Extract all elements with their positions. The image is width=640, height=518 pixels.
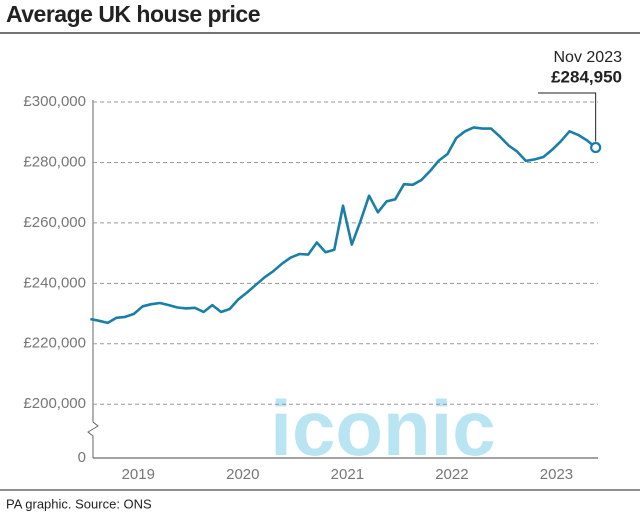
y-tick-label: £260,000 [23, 214, 86, 231]
x-tick-label: 2019 [122, 466, 155, 483]
last-point [590, 141, 602, 154]
chart-title: Average UK house price [6, 1, 260, 27]
watermark: iconic [270, 384, 495, 472]
annotation-date: Nov 2023 [554, 49, 623, 66]
y-tick-label: £220,000 [23, 335, 86, 352]
axis-break [87, 100, 99, 458]
y-tick-label: £280,000 [23, 153, 86, 170]
series-line [90, 126, 597, 325]
x-tick-label: 2020 [226, 466, 259, 483]
x-tick-label: 2022 [435, 466, 468, 483]
leader-line [538, 92, 597, 142]
y-tick-label: £240,000 [23, 274, 86, 291]
annotation-value: £284,950 [551, 67, 622, 86]
x-tick-label: 2023 [540, 466, 573, 483]
source: PA graphic. Source: ONS [6, 496, 152, 511]
y-zero-label: 0 [78, 449, 86, 466]
y-tick-label: £300,000 [23, 93, 86, 110]
y-tick-label: £200,000 [23, 395, 86, 412]
x-tick-label: 2021 [331, 466, 364, 483]
